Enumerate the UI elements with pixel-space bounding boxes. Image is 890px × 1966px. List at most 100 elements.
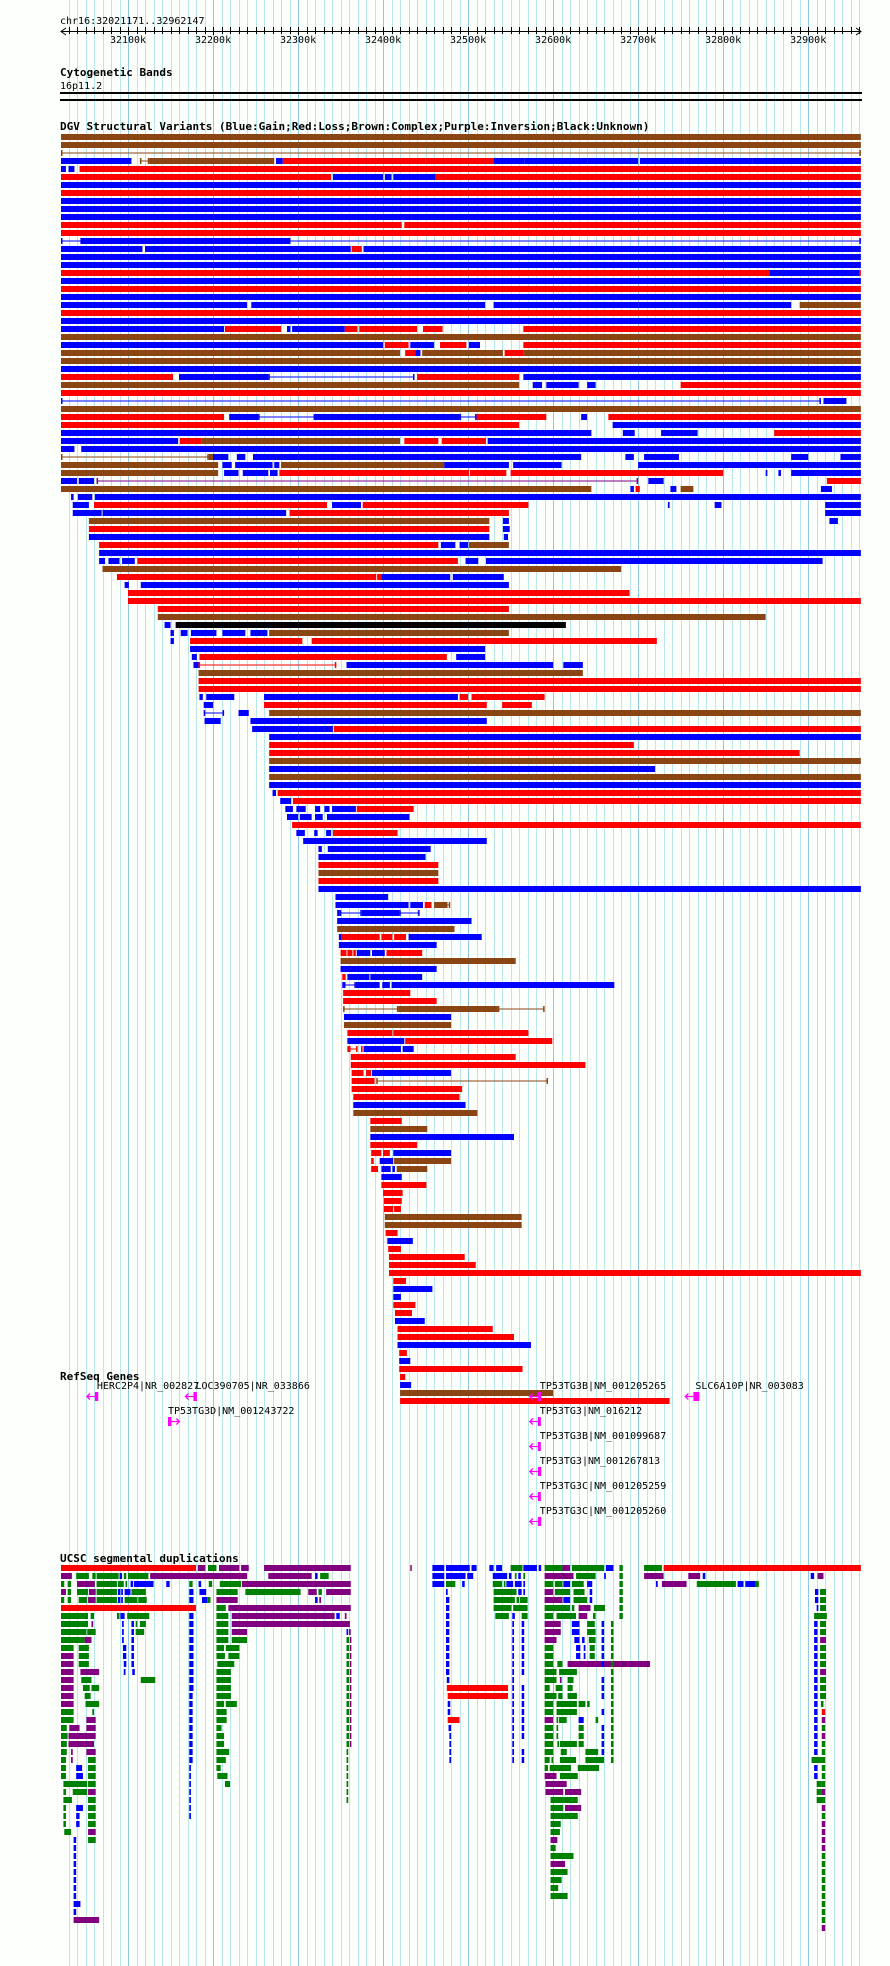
feature-block bbox=[341, 934, 380, 940]
dgv-variant-row bbox=[71, 494, 861, 500]
refseq-gene-label[interactable]: TP53TG3|NM_001267813 bbox=[539, 1456, 661, 1467]
dgv-variant-row bbox=[389, 1270, 861, 1276]
refseq-gene-label[interactable]: TP53TG3C|NM_001205259 bbox=[539, 1481, 667, 1492]
feature-block bbox=[612, 422, 861, 428]
feature-block bbox=[61, 1741, 67, 1747]
feature-block bbox=[467, 1573, 474, 1579]
feature-block bbox=[90, 1613, 95, 1619]
feature-block bbox=[512, 1629, 515, 1635]
feature-block bbox=[610, 1733, 614, 1739]
feature-block bbox=[619, 1565, 623, 1571]
feature-block bbox=[198, 670, 583, 676]
feature-block bbox=[349, 1653, 352, 1659]
feature-block bbox=[87, 1629, 96, 1635]
feature-block bbox=[372, 1070, 452, 1076]
feature-block bbox=[521, 1733, 525, 1739]
feature-block bbox=[445, 1589, 448, 1595]
feature-block bbox=[667, 502, 670, 508]
feature-block bbox=[166, 1581, 170, 1587]
feature-block bbox=[318, 870, 439, 876]
refseq-gene-label[interactable]: TP53TG3B|NM_001099687 bbox=[539, 1431, 667, 1442]
feature-block bbox=[347, 974, 370, 980]
feature-block bbox=[521, 1637, 525, 1643]
refseq-gene-label[interactable]: TP53TG3B|NM_001205265 bbox=[539, 1381, 667, 1392]
dgv-variant-row bbox=[342, 974, 423, 980]
feature-block bbox=[78, 478, 95, 484]
feature-block bbox=[80, 1669, 100, 1675]
refseq-gene-label[interactable]: HERC2P4|NR_002827 bbox=[96, 1381, 200, 1392]
feature-block bbox=[61, 422, 520, 428]
feature-cap bbox=[139, 158, 142, 164]
feature-block bbox=[469, 470, 507, 476]
feature-block bbox=[121, 1597, 123, 1603]
feature-block bbox=[353, 1102, 466, 1108]
dgv-variant-row bbox=[61, 454, 861, 460]
feature-block bbox=[508, 1573, 512, 1579]
feature-block bbox=[571, 1621, 580, 1627]
feature-connector bbox=[343, 1008, 399, 1010]
segdup-row bbox=[61, 1765, 826, 1771]
feature-block bbox=[269, 774, 861, 780]
feature-block bbox=[277, 790, 861, 796]
feature-block bbox=[332, 174, 384, 180]
refseq-track-title[interactable]: RefSeq Genes bbox=[60, 1370, 140, 1383]
feature-block bbox=[820, 1637, 827, 1643]
feature-block bbox=[337, 926, 455, 932]
feature-block bbox=[72, 510, 102, 516]
refseq-gene-label[interactable]: TP53TG3|NM_016212 bbox=[539, 1406, 643, 1417]
feature-block bbox=[346, 1661, 350, 1667]
feature-block bbox=[394, 934, 407, 940]
feature-block bbox=[769, 270, 860, 276]
dgv-variant-row bbox=[61, 334, 861, 340]
feature-block bbox=[120, 1613, 125, 1619]
feature-block bbox=[523, 326, 861, 332]
dgv-track-title[interactable]: DGV Structural Variants (Blue:Gain;Red:L… bbox=[60, 120, 650, 133]
feature-block bbox=[337, 918, 472, 924]
refseq-gene-label[interactable]: LOC390705|NR_033866 bbox=[195, 1381, 310, 1392]
dgv-variant-row bbox=[370, 1118, 402, 1124]
feature-block bbox=[521, 1669, 525, 1675]
segdup-track-title[interactable]: UCSC segmental duplications bbox=[60, 1552, 239, 1565]
feature-block bbox=[356, 950, 371, 956]
feature-block bbox=[471, 1565, 477, 1571]
feature-block bbox=[362, 502, 529, 508]
feature-block bbox=[315, 414, 460, 420]
refseq-gene-label[interactable]: TP53TG3C|NM_001205260 bbox=[539, 1506, 667, 1517]
feature-block bbox=[67, 1597, 72, 1603]
feature-block bbox=[610, 1661, 614, 1667]
feature-block bbox=[189, 1621, 194, 1627]
segdup-row bbox=[61, 1637, 827, 1643]
cytoband-track-title[interactable]: Cytogenetic Bands bbox=[60, 66, 173, 79]
feature-block bbox=[521, 1661, 525, 1667]
ruler-right-arrow-icon bbox=[855, 27, 862, 36]
refseq-gene-label[interactable]: TP53TG3D|NM_001243722 bbox=[167, 1406, 295, 1417]
feature-block bbox=[688, 1573, 701, 1579]
feature-block bbox=[349, 1717, 352, 1723]
feature-block bbox=[80, 238, 291, 244]
feature-block bbox=[571, 1581, 584, 1587]
feature-cap bbox=[343, 982, 346, 988]
dgv-variant-row bbox=[61, 214, 861, 220]
feature-block bbox=[545, 1781, 567, 1787]
feature-block bbox=[493, 158, 525, 164]
feature-block bbox=[201, 438, 401, 444]
feature-block bbox=[492, 1581, 503, 1587]
feature-block bbox=[386, 950, 423, 956]
feature-connector bbox=[61, 400, 821, 402]
feature-block bbox=[216, 1757, 226, 1763]
feature-block bbox=[820, 1677, 827, 1683]
feature-block bbox=[81, 1677, 92, 1683]
feature-block bbox=[139, 1621, 146, 1627]
feature-block bbox=[587, 1581, 593, 1587]
segdup-row bbox=[61, 1701, 824, 1707]
refseq-gene-label[interactable]: SLC6A10P|NR_003083 bbox=[695, 1381, 804, 1392]
feature-block bbox=[595, 1717, 599, 1723]
feature-block bbox=[349, 1685, 352, 1691]
dgv-variant-row bbox=[337, 926, 455, 932]
feature-block bbox=[778, 470, 781, 476]
segdup-row bbox=[61, 1589, 827, 1595]
feature-block bbox=[224, 470, 239, 476]
feature-block bbox=[821, 1845, 826, 1851]
feature-block bbox=[108, 558, 120, 564]
feature-cap bbox=[339, 910, 342, 916]
